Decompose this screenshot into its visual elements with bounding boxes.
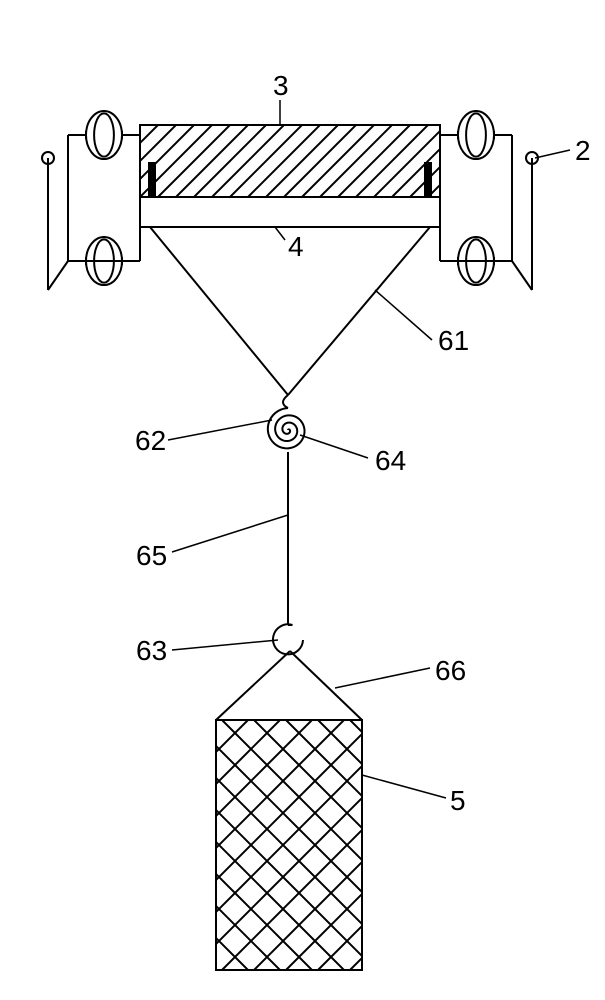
leader-right_top [535, 150, 570, 158]
leader-underbar [275, 227, 285, 240]
label-top: 3 [273, 70, 289, 101]
label-right_top: 2 [575, 135, 591, 166]
load-mesh [0, 720, 600, 970]
label-hook_l: 63 [136, 635, 167, 666]
leader-spiral_r [300, 435, 368, 458]
sling-right [288, 227, 430, 395]
label-spiral_l: 62 [135, 425, 166, 456]
leader-load [362, 775, 446, 798]
label-spiral_r: 64 [375, 445, 406, 476]
underplate [140, 197, 440, 227]
tab-right [424, 162, 432, 197]
leader-rope [172, 515, 288, 552]
sling-left [150, 227, 288, 395]
load-box [216, 720, 362, 970]
leader-hook_l [172, 640, 278, 650]
lower-sling-right [290, 651, 362, 720]
lower-sling-left [216, 651, 290, 720]
label-tri_side: 61 [438, 325, 469, 356]
label-load: 5 [450, 785, 466, 816]
tab-left [148, 162, 156, 197]
spiral-spring [268, 408, 305, 448]
leader-tri_side [375, 290, 432, 340]
label-underbar: 4 [288, 231, 304, 262]
label-sling_r: 66 [435, 655, 466, 686]
leader-spiral_l [168, 420, 272, 440]
leader-sling_r [335, 668, 430, 688]
label-rope: 65 [136, 540, 167, 571]
